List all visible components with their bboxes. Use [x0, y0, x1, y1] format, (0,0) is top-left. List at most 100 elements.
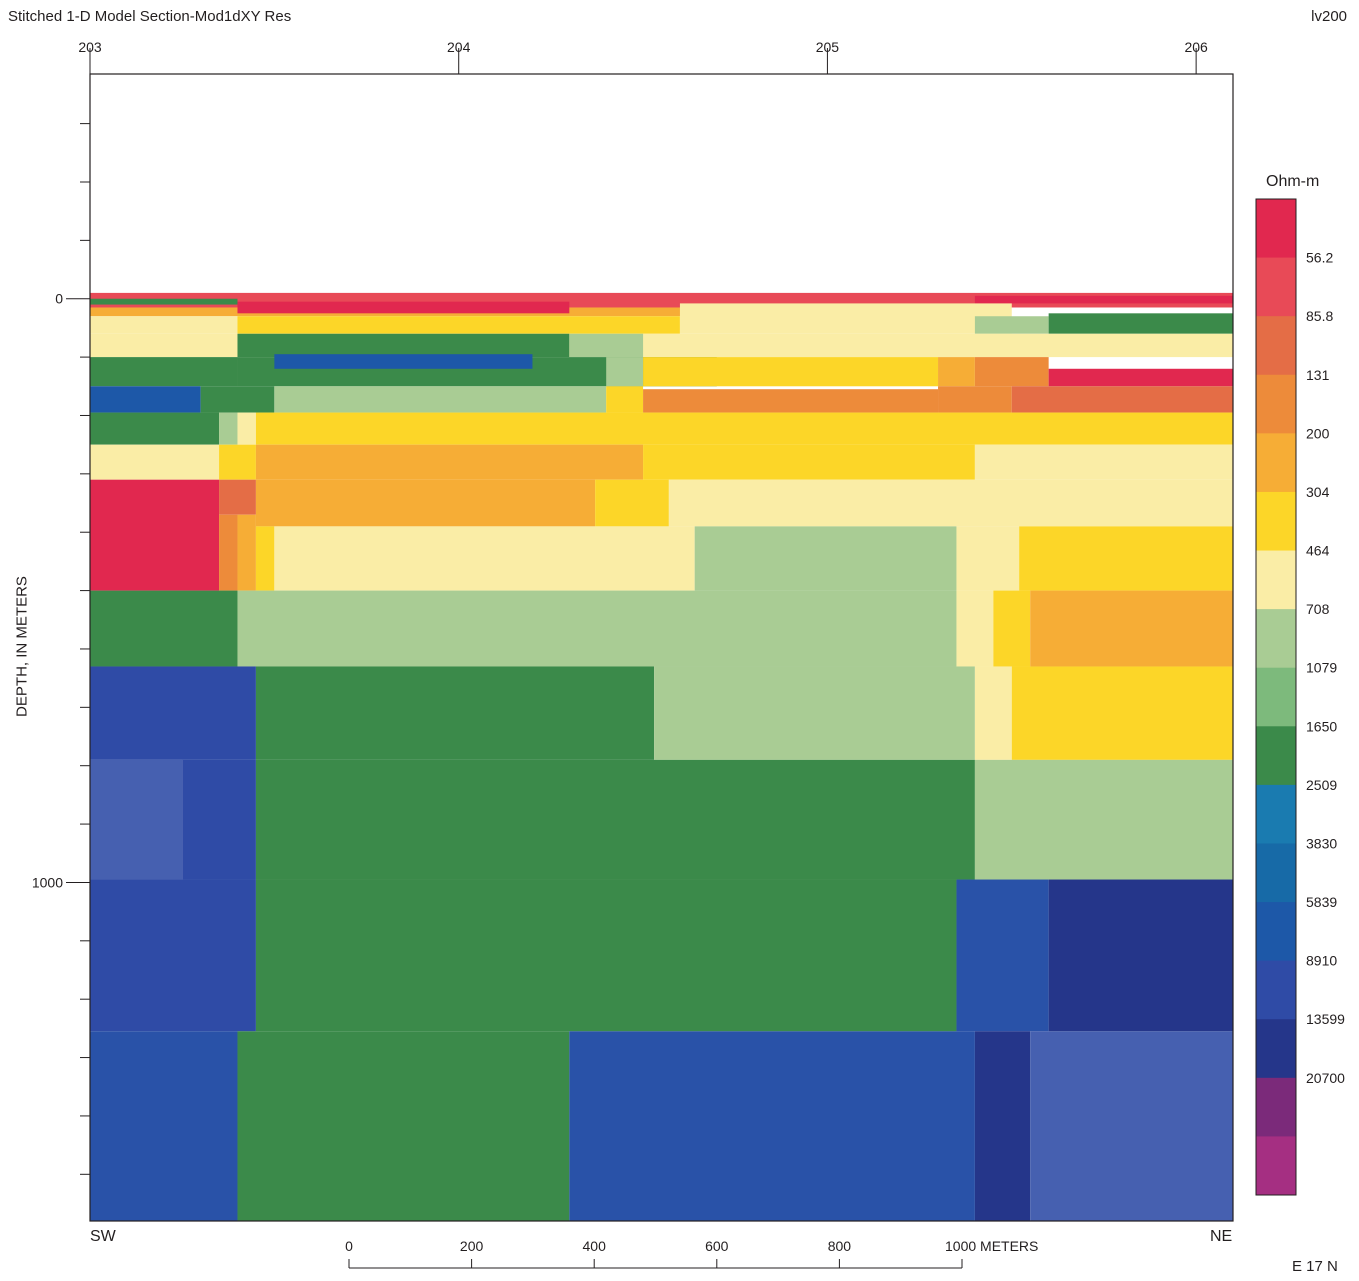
colorbar-swatch — [1256, 1019, 1296, 1079]
section-cell — [90, 1031, 238, 1221]
section-cell — [974, 444, 1233, 480]
section-cell — [200, 386, 275, 413]
colorbar-label: 20700 — [1306, 1070, 1345, 1086]
scale-bar-label: 600 — [705, 1238, 729, 1254]
section-cell — [993, 590, 1031, 667]
section-cell — [219, 412, 238, 445]
section-cell — [90, 357, 238, 387]
section-cell — [237, 333, 570, 358]
section-cell — [255, 479, 596, 527]
section-cell — [679, 303, 1012, 334]
section-cell — [255, 666, 655, 760]
depth-tick-label: 0 — [55, 291, 63, 307]
colorbar-swatch — [1256, 550, 1296, 610]
colorbar-label: 131 — [1306, 367, 1330, 383]
section-cell — [90, 590, 238, 667]
top-axis-tick-label: 203 — [78, 39, 102, 55]
colorbar-swatch — [1256, 257, 1296, 317]
colorbar-swatch — [1256, 667, 1296, 727]
colorbar-frame — [1255, 198, 1297, 1196]
section-cell — [237, 412, 256, 445]
colorbar-label: 2509 — [1306, 777, 1337, 793]
colorbar-swatch — [1256, 433, 1296, 493]
section-cell — [956, 590, 994, 667]
scale-bar-label: 200 — [460, 1238, 484, 1254]
colorbar-swatch — [1256, 960, 1296, 1020]
scale-bar-label: 400 — [583, 1238, 607, 1254]
section-cell — [643, 357, 939, 387]
section-cell — [938, 357, 975, 387]
colorbar-label: 5839 — [1306, 894, 1337, 910]
section-cell — [606, 386, 644, 413]
section-cell — [274, 354, 533, 369]
section-cell — [974, 759, 1233, 880]
section-cell — [1011, 666, 1233, 760]
section-cell — [643, 444, 975, 480]
colorbar-label: 304 — [1306, 484, 1330, 500]
top-axis-tick-label: 205 — [816, 39, 840, 55]
top-axis-ticks: 203 204 205 206 — [78, 39, 1208, 74]
colorbar-label: 708 — [1306, 601, 1330, 617]
section-cell — [938, 386, 1012, 413]
ne-direction-label: NE — [1210, 1228, 1233, 1245]
section-cell — [956, 526, 1020, 591]
colorbar-label: 85.8 — [1306, 308, 1333, 324]
colorbar-label: 3830 — [1306, 835, 1337, 851]
colorbar-swatch — [1256, 726, 1296, 786]
colorbar-swatch — [1256, 902, 1296, 962]
colorbar-label: 8910 — [1306, 953, 1337, 969]
sw-direction-label: SW — [90, 1228, 116, 1245]
section-cell — [255, 759, 975, 880]
line-id-label: lv200 — [1311, 8, 1347, 25]
section-cell — [255, 526, 275, 591]
colorbar-swatch — [1256, 199, 1296, 259]
colorbar-label: 56.2 — [1306, 250, 1333, 266]
chart-title: Stitched 1-D Model Section-Mod1dXY Res — [8, 8, 292, 25]
colorbar-label: 1650 — [1306, 718, 1337, 734]
section-cell — [974, 295, 1233, 304]
section-cell — [974, 1031, 1031, 1221]
colorbar-swatch — [1256, 843, 1296, 903]
section-cell — [1030, 590, 1233, 667]
section-cell — [1048, 313, 1233, 334]
section-cell — [1048, 879, 1233, 1032]
colorbar-label: 13599 — [1306, 1011, 1345, 1027]
section-cell — [219, 514, 238, 591]
section-cell — [237, 590, 957, 667]
section-cell — [1019, 526, 1233, 591]
section-cell — [90, 444, 220, 480]
section-cell — [974, 357, 1049, 387]
section-cell — [182, 759, 256, 880]
section-cell — [274, 526, 695, 591]
colorbar-swatch — [1256, 374, 1296, 434]
section-cell — [255, 444, 644, 480]
section-cell — [90, 298, 238, 305]
section-cell — [90, 479, 220, 591]
plot-frame — [89, 73, 1234, 1222]
section-cell — [237, 1031, 570, 1221]
colorbar-swatch — [1256, 316, 1296, 376]
section-cell — [219, 444, 256, 480]
section-cell — [974, 666, 1012, 760]
section-cell — [974, 316, 1049, 334]
depth-tick-label: 1000 — [32, 874, 63, 890]
section-cell — [90, 412, 220, 445]
colorbar-label: 200 — [1306, 425, 1330, 441]
colorbar-label: 1079 — [1306, 660, 1337, 676]
section-cell — [668, 479, 1233, 527]
section-cell — [90, 759, 183, 880]
section-cell — [274, 386, 607, 413]
section-cell — [956, 879, 1049, 1032]
section-cell — [237, 316, 680, 334]
colorbar-swatch — [1256, 609, 1296, 669]
section-cell — [1030, 1031, 1233, 1221]
depth-axis-ticks: 0 1000 — [32, 123, 90, 1175]
section-cell — [255, 879, 957, 1032]
scale-bar-label: 1000 METERS — [945, 1238, 1038, 1254]
scale-bar: 0 200 400 600 800 1000 METERS — [345, 1238, 1038, 1269]
colorbar-swatch — [1256, 1077, 1296, 1137]
colorbar-swatch — [1256, 1136, 1296, 1196]
grid-zone-label: E 17 N — [1292, 1258, 1338, 1275]
top-axis-tick-label: 204 — [447, 39, 471, 55]
top-axis-tick-label: 206 — [1184, 39, 1208, 55]
